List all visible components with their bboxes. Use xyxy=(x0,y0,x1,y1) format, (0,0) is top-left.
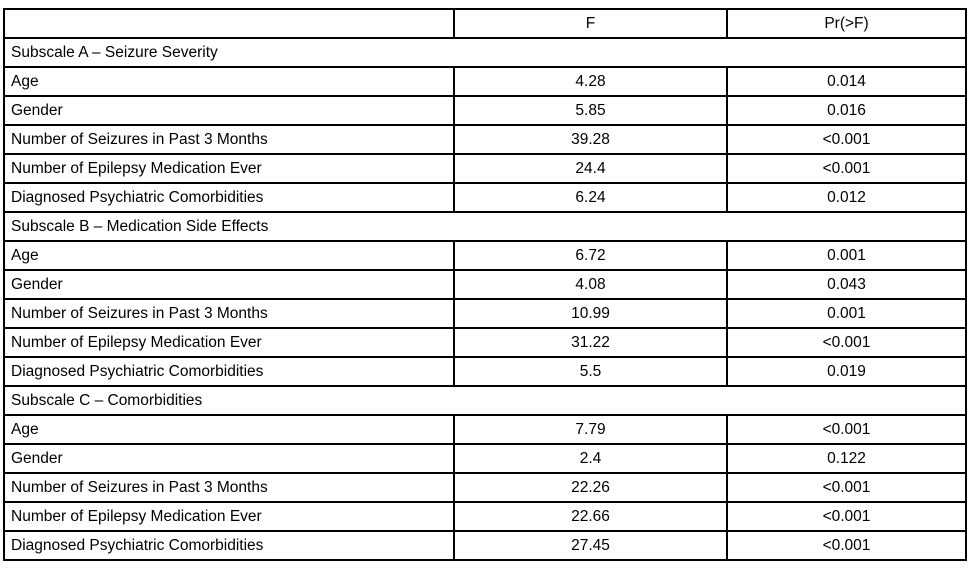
p-value: <0.001 xyxy=(726,327,967,358)
row-label: Diagnosed Psychiatric Comorbidities xyxy=(3,530,455,561)
p-value: <0.001 xyxy=(726,153,967,184)
f-value: 24.4 xyxy=(453,153,728,184)
p-value: 0.001 xyxy=(726,240,967,271)
row-label: Number of Epilepsy Medication Ever xyxy=(3,501,455,532)
row-label: Number of Seizures in Past 3 Months xyxy=(3,124,455,155)
table-row: Diagnosed Psychiatric Comorbidities 5.5 … xyxy=(3,356,967,387)
table-row: Number of Seizures in Past 3 Months 39.2… xyxy=(3,124,967,155)
f-value: 6.72 xyxy=(453,240,728,271)
header-f-column: F xyxy=(453,8,728,39)
table-row: Number of Epilepsy Medication Ever 31.22… xyxy=(3,327,967,358)
p-value: 0.122 xyxy=(726,443,967,474)
table-row: Number of Epilepsy Medication Ever 22.66… xyxy=(3,501,967,532)
header-empty-cell xyxy=(3,8,455,39)
f-value: 22.26 xyxy=(453,472,728,503)
anova-results-table: F Pr(>F) Subscale A – Seizure Severity A… xyxy=(3,8,967,561)
p-value: 0.043 xyxy=(726,269,967,300)
table-row: Gender 4.08 0.043 xyxy=(3,269,967,300)
section-header-b: Subscale B – Medication Side Effects xyxy=(3,211,967,242)
f-value: 27.45 xyxy=(453,530,728,561)
row-label: Age xyxy=(3,240,455,271)
row-label: Gender xyxy=(3,443,455,474)
f-value: 5.85 xyxy=(453,95,728,126)
p-value: 0.001 xyxy=(726,298,967,329)
row-label: Number of Seizures in Past 3 Months xyxy=(3,298,455,329)
section-title: Subscale C – Comorbidities xyxy=(3,385,967,416)
p-value: <0.001 xyxy=(726,414,967,445)
table-row: Age 6.72 0.001 xyxy=(3,240,967,271)
table-row: Gender 5.85 0.016 xyxy=(3,95,967,126)
row-label: Diagnosed Psychiatric Comorbidities xyxy=(3,182,455,213)
p-value: 0.012 xyxy=(726,182,967,213)
f-value: 39.28 xyxy=(453,124,728,155)
f-value: 2.4 xyxy=(453,443,728,474)
table-row: Number of Seizures in Past 3 Months 10.9… xyxy=(3,298,967,329)
section-header-a: Subscale A – Seizure Severity xyxy=(3,37,967,68)
header-prf-column: Pr(>F) xyxy=(726,8,967,39)
f-value: 7.79 xyxy=(453,414,728,445)
row-label: Number of Seizures in Past 3 Months xyxy=(3,472,455,503)
p-value: 0.014 xyxy=(726,66,967,97)
row-label: Number of Epilepsy Medication Ever xyxy=(3,327,455,358)
table-row: Gender 2.4 0.122 xyxy=(3,443,967,474)
row-label: Number of Epilepsy Medication Ever xyxy=(3,153,455,184)
p-value: <0.001 xyxy=(726,501,967,532)
section-title: Subscale B – Medication Side Effects xyxy=(3,211,967,242)
table-row: Diagnosed Psychiatric Comorbidities 27.4… xyxy=(3,530,967,561)
section-title: Subscale A – Seizure Severity xyxy=(3,37,967,68)
row-label: Age xyxy=(3,66,455,97)
table-row: Number of Seizures in Past 3 Months 22.2… xyxy=(3,472,967,503)
f-value: 5.5 xyxy=(453,356,728,387)
table-row: Age 4.28 0.014 xyxy=(3,66,967,97)
table-row: Diagnosed Psychiatric Comorbidities 6.24… xyxy=(3,182,967,213)
header-row: F Pr(>F) xyxy=(3,8,967,39)
f-value: 22.66 xyxy=(453,501,728,532)
row-label: Diagnosed Psychiatric Comorbidities xyxy=(3,356,455,387)
table-row: Number of Epilepsy Medication Ever 24.4 … xyxy=(3,153,967,184)
f-value: 10.99 xyxy=(453,298,728,329)
f-value: 31.22 xyxy=(453,327,728,358)
table-row: Age 7.79 <0.001 xyxy=(3,414,967,445)
p-value: 0.016 xyxy=(726,95,967,126)
section-header-c: Subscale C – Comorbidities xyxy=(3,385,967,416)
f-value: 4.28 xyxy=(453,66,728,97)
p-value: <0.001 xyxy=(726,124,967,155)
f-value: 6.24 xyxy=(453,182,728,213)
p-value: 0.019 xyxy=(726,356,967,387)
f-value: 4.08 xyxy=(453,269,728,300)
p-value: <0.001 xyxy=(726,530,967,561)
row-label: Gender xyxy=(3,95,455,126)
row-label: Age xyxy=(3,414,455,445)
row-label: Gender xyxy=(3,269,455,300)
p-value: <0.001 xyxy=(726,472,967,503)
